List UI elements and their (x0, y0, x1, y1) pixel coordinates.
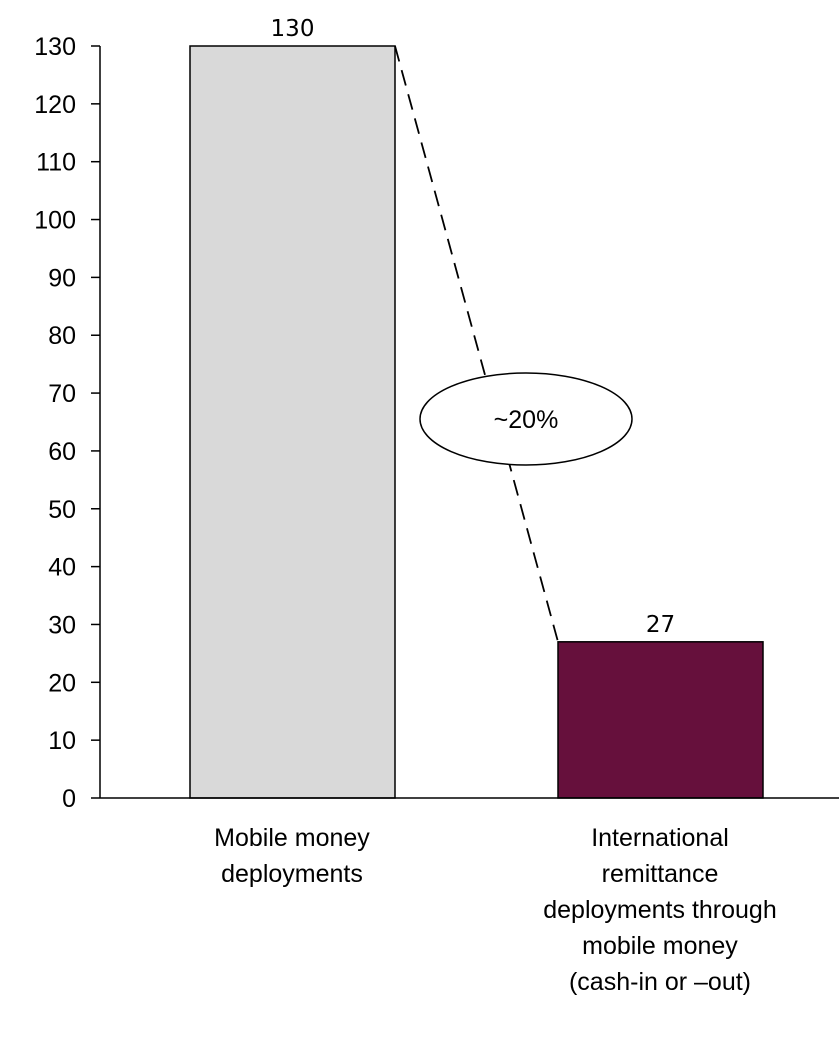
category-labels: Mobile money deployments International remi… (214, 824, 777, 996)
y-tick-label: 10 (48, 727, 76, 755)
y-tick-label: 80 (48, 322, 76, 350)
data-label-2: 27 (646, 612, 675, 638)
y-tick-label: 100 (34, 207, 76, 235)
category-label-1: Mobile money deployments (214, 824, 370, 888)
y-tick-label: 50 (48, 496, 76, 524)
category-label-line: Mobile money (214, 824, 370, 852)
dashed-connector (394, 45, 559, 643)
data-label-1: 130 (271, 16, 315, 42)
data-labels: 130 27 (271, 16, 676, 638)
y-tick-label: 40 (48, 554, 76, 582)
category-label-line: International (591, 824, 729, 852)
category-label-line: (cash-in or –out) (569, 968, 751, 996)
bar-2 (557, 641, 764, 799)
annotation-oval (419, 372, 633, 466)
y-tick-label: 20 (48, 669, 76, 697)
y-tick-label: 30 (48, 611, 76, 639)
bars (189, 45, 764, 799)
connector: ~20% (394, 45, 633, 643)
category-label-line: deployments through (543, 896, 776, 924)
annotation-label: ~20% (494, 406, 559, 434)
y-axis: 0 10 20 30 40 50 60 70 80 90 100 110 120 130 (34, 33, 101, 813)
y-tick-label: 120 (34, 91, 76, 119)
category-label-line: deployments (221, 860, 363, 888)
category-label-line: remittance (602, 860, 719, 888)
y-tick-label: 90 (48, 264, 76, 292)
y-tick-label: 0 (62, 785, 76, 813)
y-tick-label: 70 (48, 380, 76, 408)
bar-1 (189, 45, 396, 799)
y-tick-label: 130 (34, 33, 76, 61)
y-tick-label: 60 (48, 438, 76, 466)
category-label-2: International remittance deployments throu… (543, 824, 776, 996)
category-label-line: mobile money (582, 932, 738, 960)
y-tick-label: 110 (36, 149, 76, 177)
